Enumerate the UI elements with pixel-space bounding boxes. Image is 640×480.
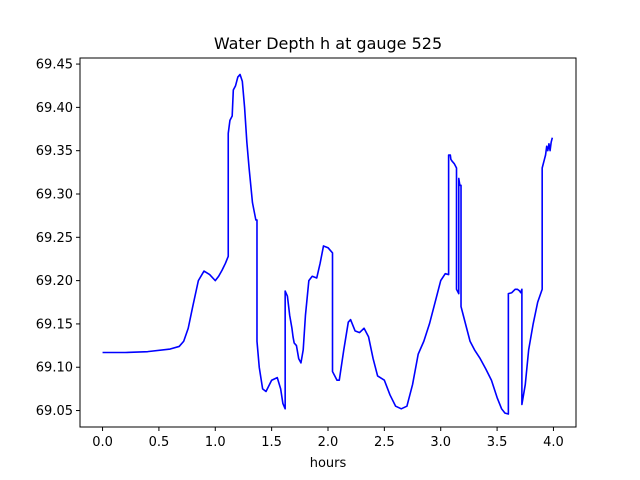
y-tick-label: 69.20: [36, 274, 73, 289]
x-tick-label: 2.0: [318, 435, 339, 450]
water-depth-series-line: [102, 73, 554, 415]
y-tick-label: 69.10: [36, 361, 73, 376]
y-tick-label: 69.15: [36, 317, 73, 332]
x-axis-label: hours: [310, 456, 347, 471]
series-group: [102, 73, 554, 415]
y-tick-label: 69.45: [36, 58, 73, 73]
y-tick-label: 69.05: [36, 404, 73, 419]
x-tick-label: 1.5: [261, 435, 282, 450]
x-tick-label: 1.0: [205, 435, 226, 450]
x-tick-label: 2.5: [374, 435, 395, 450]
chart-title: Water Depth h at gauge 525: [214, 34, 442, 53]
y-tick-label: 69.30: [36, 187, 73, 202]
y-axis-ticks: 69.05 69.10 69.15 69.20 69.25 69.30 69.35 69.40…: [36, 58, 80, 419]
x-axis-ticks: 0.0 0.5 1.0 1.5 2.0 2.5 3.0 3.5 4.0: [92, 427, 564, 450]
x-tick-label: 0.5: [149, 435, 170, 450]
x-tick-label: 0.0: [92, 435, 113, 450]
plot-frame: [79, 57, 577, 428]
x-tick-label: 3.5: [487, 435, 508, 450]
y-tick-label: 69.25: [36, 231, 73, 246]
x-tick-label: 4.0: [543, 435, 564, 450]
x-tick-label: 3.0: [430, 435, 451, 450]
y-tick-label: 69.40: [36, 101, 73, 116]
y-tick-label: 69.35: [36, 144, 73, 159]
